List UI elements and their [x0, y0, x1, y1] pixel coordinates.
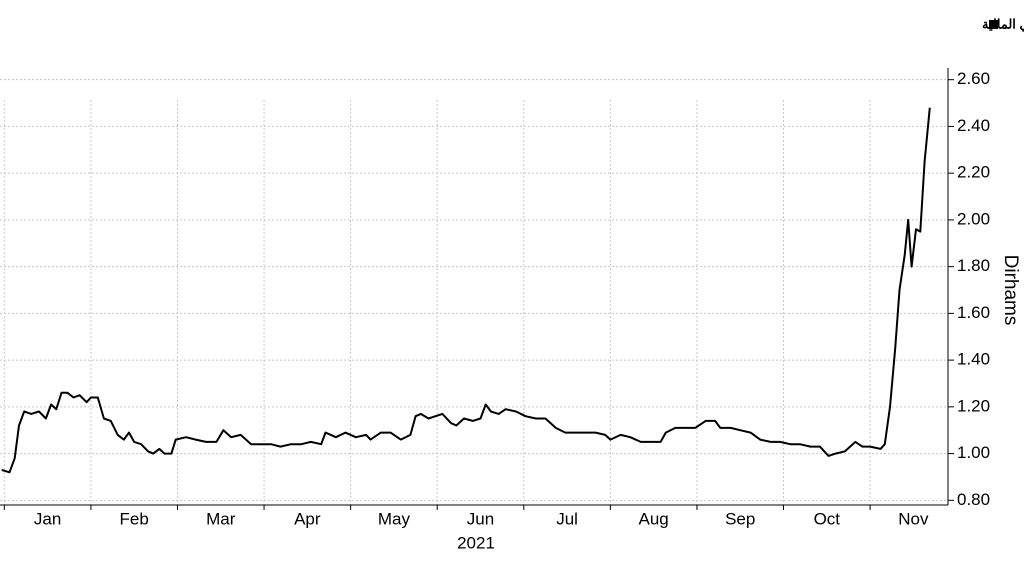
x-tick-label: Jun [467, 509, 494, 528]
x-tick-label: Apr [294, 509, 321, 528]
x-tick-label: Nov [898, 509, 929, 528]
price-line [1, 107, 931, 474]
x-tick-label: Sep [725, 509, 755, 528]
x-tick-label: Mar [206, 509, 236, 528]
legend-label: السعر الأخير لشركة بورصة دبي المالية [982, 15, 1024, 32]
y-tick-label: 2.40 [957, 116, 990, 135]
y-tick-label: 1.00 [957, 443, 990, 462]
y-tick-label: 1.80 [957, 256, 990, 275]
y-tick-label: 2.60 [957, 69, 990, 88]
x-tick-label: Oct [814, 509, 841, 528]
x-tick-label: May [378, 509, 411, 528]
y-tick-label: 1.40 [957, 350, 990, 369]
x-tick-label: Jul [556, 509, 578, 528]
y-tick-label: 1.60 [957, 303, 990, 322]
x-axis-label: 2021 [457, 533, 495, 552]
y-tick-label: 2.20 [957, 163, 990, 182]
legend-swatch [989, 20, 998, 29]
x-tick-label: Jan [34, 509, 61, 528]
x-tick-label: Feb [120, 509, 149, 528]
y-tick-label: 2.00 [957, 209, 990, 228]
x-tick-label: Aug [639, 509, 669, 528]
y-tick-label: 0.80 [957, 490, 990, 509]
y-tick-label: 1.20 [957, 396, 990, 415]
y-axis-label: Dirhams [1000, 255, 1021, 326]
